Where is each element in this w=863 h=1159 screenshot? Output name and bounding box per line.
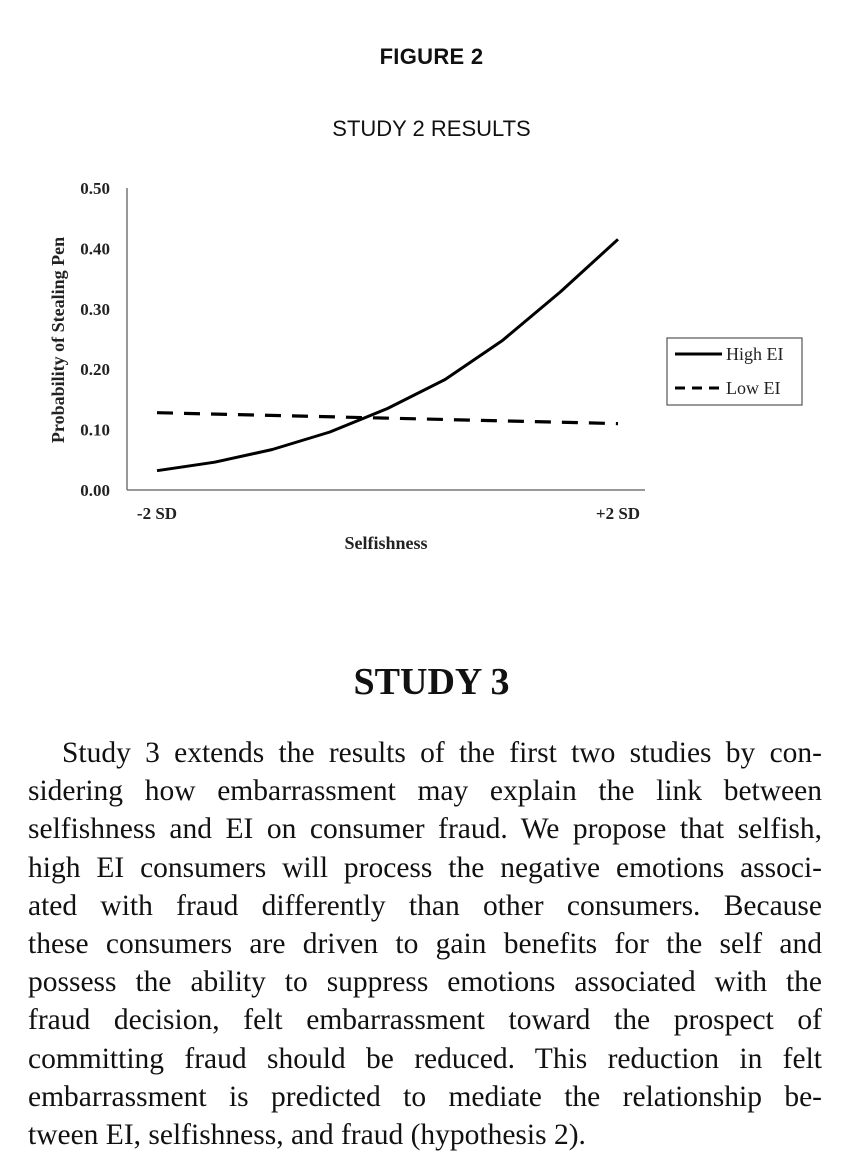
text-line: possess the ability to suppress emotions… — [28, 966, 822, 999]
text-line: Study 3 extends the results of the first… — [62, 737, 822, 769]
y-tick-label: 0.20 — [80, 360, 110, 379]
y-tick-label: 0.30 — [80, 300, 110, 319]
y-tick-label: 0.40 — [80, 239, 110, 258]
body-paragraph: Study 3 extends the results of the first… — [28, 734, 822, 1154]
legend-box — [666, 337, 803, 406]
chart-axes — [126, 188, 645, 491]
series-line-low-ei — [156, 411, 619, 426]
x-tick-label: +2 SD — [596, 504, 640, 523]
text-line: sidering how embarrassment may explain t… — [28, 775, 822, 808]
y-axis-label: Probability of Stealing Pen — [48, 237, 68, 443]
y-tick-label: 0.10 — [80, 421, 110, 440]
y-tick-labels: 0.00 0.10 0.20 0.30 0.40 0.50 — [80, 179, 110, 500]
y-tick-label: 0.50 — [80, 179, 110, 198]
x-axis-label: Selfishness — [344, 533, 427, 553]
legend-entry: High EI — [726, 344, 784, 364]
text-line: tween EI, selfishness, and fraud (hypoth… — [28, 1119, 586, 1152]
text-line: high EI consumers will process the negat… — [28, 851, 822, 884]
legend-entry: Low EI — [726, 378, 780, 398]
x-tick-labels: -2 SD +2 SD — [137, 504, 640, 523]
chart-series — [156, 238, 620, 473]
series-line-high-ei — [156, 238, 620, 473]
figure-label: FIGURE 2 — [379, 44, 484, 69]
text-line: committing fraud should be reduced. This… — [28, 1042, 822, 1075]
x-tick-label: -2 SD — [137, 504, 177, 523]
text-line: these consumers are driven to gain benef… — [28, 928, 822, 961]
section-heading: STUDY 3 — [353, 661, 510, 703]
text-line: selfishness and EI on consumer fraud. We… — [28, 813, 822, 846]
text-line: embarrassment is predicted to mediate th… — [28, 1080, 822, 1113]
text-line: fraud decision, felt embarrassment towar… — [28, 1004, 822, 1037]
text-line: ated with fraud differently than other c… — [28, 889, 822, 922]
y-tick-label: 0.00 — [80, 481, 110, 500]
figure-title: STUDY 2 RESULTS — [332, 116, 531, 141]
chart-legend: High EI Low EI — [666, 337, 803, 406]
line-chart: 0.00 0.10 0.20 0.30 0.40 0.50 -2 SD +2 SD Prob… — [48, 179, 803, 553]
